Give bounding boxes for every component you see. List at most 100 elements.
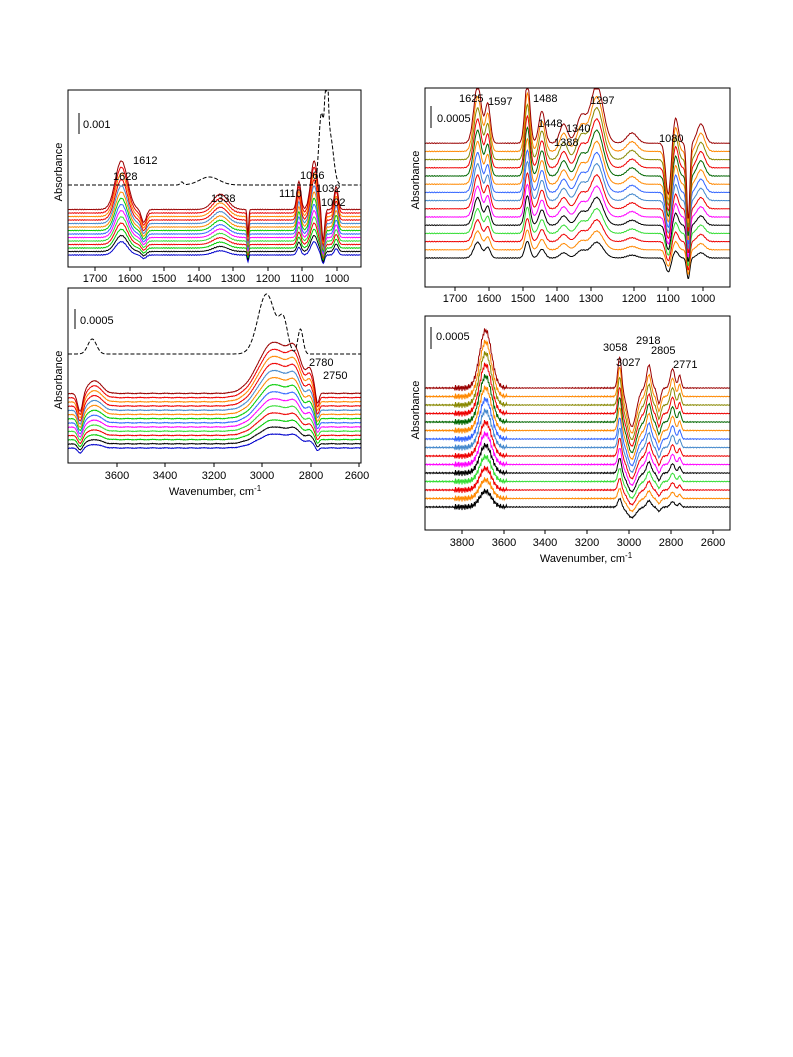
spectrum-series xyxy=(424,397,731,467)
spectrum-series xyxy=(424,217,730,271)
panel-c-tick-label: 1300 xyxy=(579,293,603,305)
panel-a: 0.001 Absorbance 1700 1600 1500 1400 130… xyxy=(53,89,362,285)
spectrum-series xyxy=(424,88,730,219)
spectrum-series xyxy=(424,351,731,441)
panel-a-curves xyxy=(67,90,361,265)
panel-d-tick-label: 2800 xyxy=(659,537,683,549)
panel-a-tick-label: 1300 xyxy=(221,273,245,285)
spectrum-series xyxy=(424,442,731,493)
spectrum-series xyxy=(67,241,361,265)
peak-label: 1448 xyxy=(538,118,562,130)
spectrum-series xyxy=(424,408,731,474)
spectrum-series xyxy=(67,216,361,258)
panel-a-tick-label: 1600 xyxy=(118,273,142,285)
spectrum-series xyxy=(67,426,362,451)
spectrum-series xyxy=(424,194,730,262)
peak-label: 1628 xyxy=(113,171,137,183)
panel-b-ylabel: Absorbance xyxy=(53,351,65,410)
spectrum-series xyxy=(67,160,361,241)
panel-d-annotations: 3058 2918 3027 2805 2771 xyxy=(603,335,697,371)
peak-label: 1597 xyxy=(488,96,512,108)
panel-d-tick-label: 3800 xyxy=(450,537,474,549)
spectrum-series xyxy=(424,183,730,258)
panel-c-tick-label: 1700 xyxy=(443,293,467,305)
spectrum-series xyxy=(67,203,361,255)
panel-c: 0.0005 Absorbance 1700 1600 1500 1400 13… xyxy=(410,87,731,305)
spectrum-series xyxy=(424,206,730,266)
peak-label: 1338 xyxy=(211,193,235,205)
reference-spectrum-dashed xyxy=(68,90,361,186)
spectrum-series xyxy=(67,348,362,416)
spectrum-series xyxy=(424,229,730,275)
spectrum-series xyxy=(67,397,362,438)
spectrum-series xyxy=(424,454,731,500)
panel-d-tick-label: 3000 xyxy=(617,537,641,549)
peak-label: 2750 xyxy=(323,370,347,382)
panel-b-curves xyxy=(67,293,362,454)
peak-label: 3027 xyxy=(616,357,640,369)
spectrum-series xyxy=(67,234,361,263)
spectrum-series xyxy=(424,488,731,519)
panel-a-tick-label: 1200 xyxy=(256,273,280,285)
spectrum-series xyxy=(67,383,362,432)
spectrum-series xyxy=(67,191,361,251)
spectrum-series xyxy=(67,404,362,441)
spectrum-series xyxy=(424,374,731,454)
spectrum-series xyxy=(424,103,730,228)
panel-d-tick-label: 3200 xyxy=(575,537,599,549)
peak-label: 1110 xyxy=(279,188,302,200)
peak-label: 2780 xyxy=(309,357,333,369)
spectrum-series xyxy=(424,149,730,245)
peak-label: 2771 xyxy=(673,359,697,371)
panel-a-tick-label: 1000 xyxy=(325,273,349,285)
panel-b-annotations: 2780 2750 xyxy=(309,357,347,382)
peak-label: 1612 xyxy=(133,155,157,167)
spectrum-series xyxy=(424,126,730,236)
panel-a-tick-label: 1100 xyxy=(290,273,314,285)
spectrum-series xyxy=(67,376,362,428)
panel-c-annotations: 1625 1597 1488 1448 1340 1388 1297 1080 xyxy=(459,93,683,149)
panel-c-ticks: 1700 1600 1500 1400 1300 1200 1100 1000 xyxy=(443,287,715,305)
spectrum-series xyxy=(424,91,730,223)
panel-d-tick-label: 2600 xyxy=(701,537,725,549)
spectrum-series xyxy=(67,412,362,445)
panel-c-ylabel: Absorbance xyxy=(410,151,422,210)
panel-c-tick-label: 1400 xyxy=(545,293,569,305)
spectrum-series xyxy=(67,222,361,260)
panel-a-annotations: 1612 1628 1338 1110 1066 1032 1002 xyxy=(113,155,345,209)
panel-b-ticks: 3600 3400 3200 3000 2800 2600 xyxy=(105,463,369,482)
panel-c-tick-label: 1500 xyxy=(511,293,535,305)
panel-a-ticks: 1700 1600 1500 1400 1300 1200 1100 1000 xyxy=(83,267,349,285)
spectrum-series xyxy=(67,179,361,248)
spectrum-series xyxy=(424,477,731,513)
spectrum-series xyxy=(424,362,731,447)
peak-label: 1625 xyxy=(459,93,483,105)
panel-c-tick-label: 1600 xyxy=(477,293,501,305)
spectrum-series xyxy=(67,185,361,249)
spectrum-series xyxy=(424,419,731,480)
panel-c-scale-label: 0.0005 xyxy=(437,113,471,125)
reference-spectrum-dashed xyxy=(68,293,361,355)
panel-d-xlabel: Wavenumber, cm-1 xyxy=(540,551,633,565)
panel-b: 0.0005 Absorbance 3600 3400 3200 3000 28… xyxy=(53,287,369,498)
peak-label: 1388 xyxy=(554,137,578,149)
xlabel-text: Wavenumber, cm xyxy=(540,553,625,565)
panel-c-frame xyxy=(424,87,731,288)
spectrum-series xyxy=(424,431,731,487)
spectrum-series xyxy=(424,172,730,253)
peak-label: 1080 xyxy=(659,133,683,145)
panel-c-tick-label: 1100 xyxy=(656,293,680,305)
spectrum-series xyxy=(424,137,730,241)
panel-a-frame xyxy=(67,89,362,268)
panel-a-tick-label: 1700 xyxy=(83,273,107,285)
panel-c-curves xyxy=(424,88,730,279)
panel-d-ticks: 3800 3600 3400 3200 3000 2800 2600 xyxy=(450,530,725,549)
panel-d-scale-label: 0.0005 xyxy=(436,331,470,343)
xlabel-superscript: -1 xyxy=(254,484,262,493)
panel-c-tick-label: 1000 xyxy=(691,293,715,305)
spectrum-series xyxy=(424,385,731,461)
spectrum-series xyxy=(67,197,361,253)
panel-b-tick-label: 3200 xyxy=(202,470,226,482)
panel-b-tick-label: 2600 xyxy=(345,470,369,482)
